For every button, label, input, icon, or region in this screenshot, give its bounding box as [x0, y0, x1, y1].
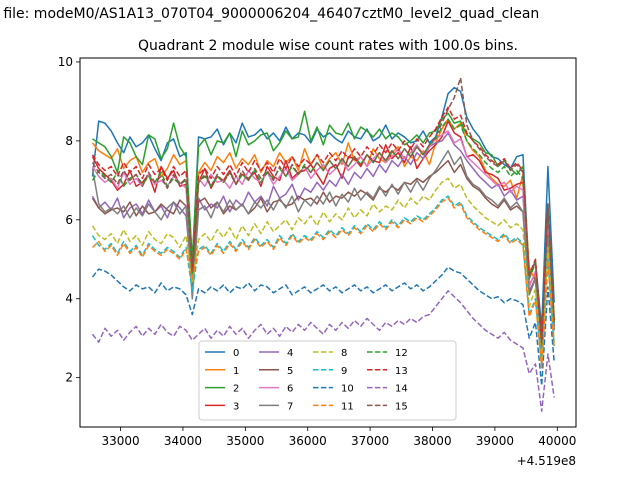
- x-tick-label: 38000: [413, 434, 451, 448]
- x-tick-label: 35000: [226, 434, 264, 448]
- series-line-11: [91, 197, 555, 369]
- legend-box: [198, 340, 457, 421]
- series-line-1: [91, 118, 555, 343]
- legend-label-10: 10: [341, 384, 354, 395]
- series-line-4: [91, 132, 555, 357]
- series-line-13: [91, 106, 555, 343]
- x-tick-label: 39000: [476, 434, 514, 448]
- x-tick-label: 37000: [351, 434, 389, 448]
- legend-label-15: 15: [395, 401, 408, 412]
- y-tick-label: 10: [58, 55, 73, 69]
- legend-label-8: 8: [341, 348, 347, 359]
- series-line-5: [91, 159, 555, 351]
- y-tick-label: 4: [65, 292, 73, 306]
- legend-label-7: 7: [287, 401, 293, 412]
- x-offset-label: +4.519e8: [517, 454, 576, 468]
- legend-label-12: 12: [395, 348, 408, 359]
- legend-label-9: 9: [341, 366, 347, 377]
- x-tick-label: 36000: [289, 434, 327, 448]
- x-axis: 33000 34000 35000 36000 37000 38000 39000 40000: [101, 427, 576, 448]
- series-line-7: [91, 149, 555, 355]
- series-line-15: [91, 76, 555, 343]
- legend-label-0: 0: [233, 348, 239, 359]
- legend-label-4: 4: [287, 348, 293, 359]
- legend-label-5: 5: [287, 366, 293, 377]
- y-tick-label: 2: [65, 371, 73, 385]
- x-tick-label: 34000: [164, 434, 202, 448]
- x-tick-label: 33000: [101, 434, 139, 448]
- y-tick-label: 8: [65, 134, 73, 148]
- axes-frame: [79, 57, 577, 428]
- y-axis: 2 4 6 8 10: [58, 55, 80, 385]
- series-line-3: [91, 120, 555, 347]
- figure-suptitle: n file: modeM0/AS1A13_070T04_9000006204_…: [0, 6, 539, 22]
- series-line-2: [92, 110, 555, 343]
- x-tick-label: 40000: [538, 434, 576, 448]
- legend-label-3: 3: [233, 401, 239, 412]
- legend-label-6: 6: [287, 384, 293, 395]
- chart-title: Quadrant 2 module wise count rates with …: [138, 38, 518, 54]
- plot-area: [91, 76, 555, 412]
- series-line-8: [91, 177, 555, 363]
- legend-label-1: 1: [233, 366, 239, 377]
- y-tick-label: 6: [65, 213, 73, 227]
- legend-label-11: 11: [341, 401, 354, 412]
- series-line-14: [91, 290, 555, 412]
- legend-label-13: 13: [395, 366, 408, 377]
- series-line-10: [91, 266, 555, 387]
- legend-label-14: 14: [395, 384, 408, 395]
- series-line-9: [91, 195, 555, 367]
- legend-label-2: 2: [233, 384, 239, 395]
